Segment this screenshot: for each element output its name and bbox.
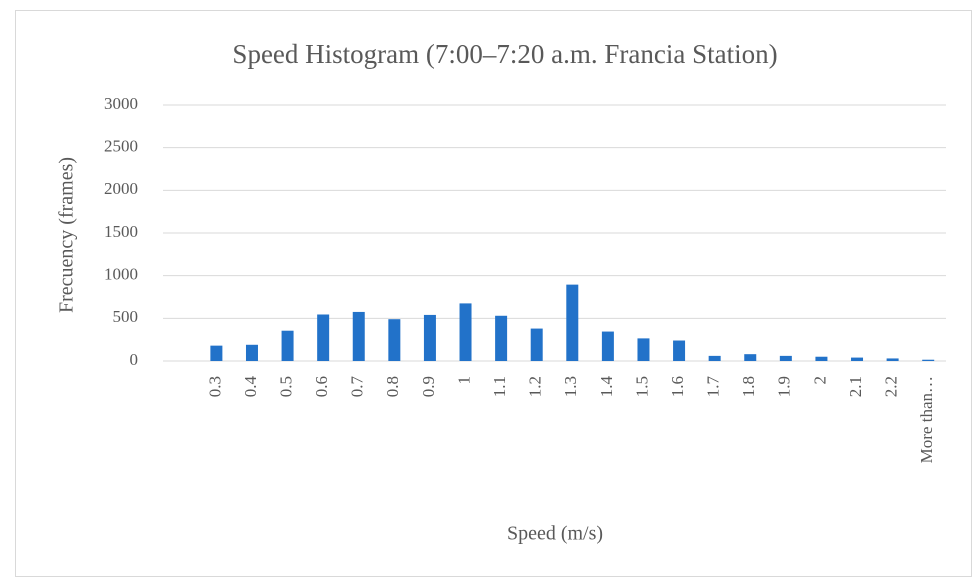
bar: [245, 344, 258, 361]
bar: [317, 314, 330, 361]
y-tick-label: 2500: [104, 137, 138, 156]
bar: [744, 354, 757, 361]
x-tick-label: 0.8: [383, 376, 402, 397]
bar: [601, 331, 614, 361]
x-tick-label: 1.7: [704, 376, 723, 398]
x-tick-label: 0.7: [348, 376, 367, 398]
bar: [495, 315, 508, 361]
x-tick-label: 2: [810, 376, 829, 385]
x-tick-label: 1.2: [526, 376, 545, 397]
bar: [922, 359, 935, 361]
bar: [388, 319, 401, 361]
y-axis-label: Frecuency (frames): [56, 157, 78, 313]
x-tick-label: 1.4: [597, 376, 616, 398]
y-tick-label: 500: [113, 307, 139, 326]
x-tick-label: 1: [454, 376, 473, 385]
x-tick-label: 2.2: [882, 376, 901, 397]
x-tick-label: 1.8: [739, 376, 758, 397]
x-tick-label: 1.3: [561, 376, 580, 397]
x-tick-label: 1.6: [668, 376, 687, 397]
x-tick-label: 1.1: [490, 376, 509, 397]
bar: [352, 311, 365, 361]
x-tick-label: 0.9: [419, 376, 438, 397]
x-tick-label: 1.9: [775, 376, 794, 397]
bar: [637, 338, 650, 361]
y-tick-label: 1500: [104, 222, 138, 241]
bar: [210, 345, 223, 361]
bar: [708, 355, 721, 361]
chart-border: [15, 10, 972, 577]
bar: [815, 356, 828, 361]
x-tick-label: More than…: [917, 376, 936, 463]
y-tick-label: 3000: [104, 94, 138, 113]
bar: [530, 328, 543, 361]
bar: [566, 284, 579, 361]
x-tick-label: 0.6: [312, 376, 331, 397]
bar: [886, 358, 899, 361]
bar: [459, 303, 472, 361]
x-axis-label: Speed (m/s): [507, 523, 603, 545]
x-tick-label: 0.3: [205, 376, 224, 397]
bar: [851, 357, 864, 361]
y-tick-label: 2000: [104, 179, 138, 198]
bar: [281, 330, 294, 361]
bar: [779, 355, 792, 361]
y-tick-label: 0: [130, 350, 139, 369]
chart-title: Speed Histogram (7:00–7:20 a.m. Francia …: [232, 39, 777, 69]
x-tick-label: 0.4: [241, 376, 260, 398]
y-tick-label: 1000: [104, 265, 138, 284]
x-tick-label: 2.1: [846, 376, 865, 397]
x-tick-label: 0.5: [276, 376, 295, 397]
bar: [673, 340, 686, 361]
bar: [423, 314, 436, 361]
x-tick-label: 1.5: [632, 376, 651, 397]
